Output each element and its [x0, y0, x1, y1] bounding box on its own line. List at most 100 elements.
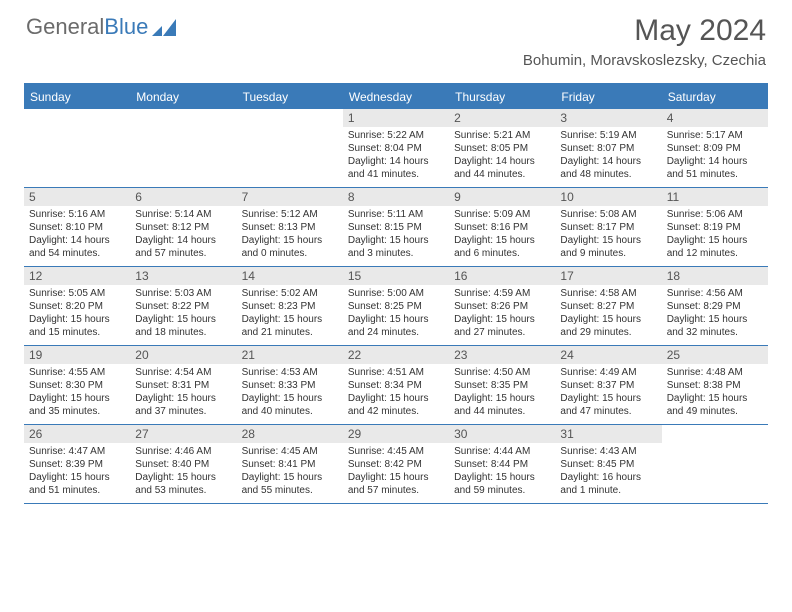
day-details: Sunrise: 5:17 AMSunset: 8:09 PMDaylight:…: [662, 129, 768, 185]
day-number: 20: [130, 346, 236, 364]
day-details: Sunrise: 5:21 AMSunset: 8:05 PMDaylight:…: [449, 129, 555, 185]
day-number: 11: [662, 188, 768, 206]
day-number: 3: [555, 109, 661, 127]
day-number: 6: [130, 188, 236, 206]
daylight-text: Daylight: 15 hours and 27 minutes.: [454, 313, 550, 339]
sunset-text: Sunset: 8:42 PM: [348, 458, 444, 471]
day-cell: 8Sunrise: 5:11 AMSunset: 8:15 PMDaylight…: [343, 188, 449, 266]
weekday-header: Monday: [130, 85, 236, 109]
day-number: 2: [449, 109, 555, 127]
calendar: SundayMondayTuesdayWednesdayThursdayFrid…: [24, 83, 768, 504]
day-details: Sunrise: 4:51 AMSunset: 8:34 PMDaylight:…: [343, 366, 449, 422]
day-cell: 17Sunrise: 4:58 AMSunset: 8:27 PMDayligh…: [555, 267, 661, 345]
day-number: 19: [24, 346, 130, 364]
day-cell: 10Sunrise: 5:08 AMSunset: 8:17 PMDayligh…: [555, 188, 661, 266]
day-cell: 9Sunrise: 5:09 AMSunset: 8:16 PMDaylight…: [449, 188, 555, 266]
day-cell: 24 Sunrise: 4:49 AMSunset: 8:37 PMDayligh…: [555, 346, 661, 424]
sunset-text: Sunset: 8:35 PM: [454, 379, 550, 392]
month-title: May 2024: [523, 14, 766, 48]
weekday-header: Sunday: [24, 85, 130, 109]
day-number: 9: [449, 188, 555, 206]
sunrise-text: Sunrise: 4:50 AM: [454, 366, 550, 379]
sunrise-text: Sunrise: 4:44 AM: [454, 445, 550, 458]
day-number: 5: [24, 188, 130, 206]
sunrise-text: Sunrise: 4:59 AM: [454, 287, 550, 300]
day-details: Sunrise: 4:50 AMSunset: 8:35 PMDaylight:…: [449, 366, 555, 422]
day-number: 14: [237, 267, 343, 285]
weekday-header: Saturday: [662, 85, 768, 109]
day-cell: 18Sunrise: 4:56 AMSunset: 8:29 PMDayligh…: [662, 267, 768, 345]
sunrise-text: Sunrise: 4:55 AM: [29, 366, 125, 379]
sunrise-text: Sunrise: 5:14 AM: [135, 208, 231, 221]
day-cell: 7Sunrise: 5:12 AMSunset: 8:13 PMDaylight…: [237, 188, 343, 266]
day-number: 31: [555, 425, 661, 443]
week-row: 26Sunrise: 4:47 AMSunset: 8:39 PMDayligh…: [24, 425, 768, 504]
logo-text-blue: Blue: [104, 14, 148, 40]
day-number: 10: [555, 188, 661, 206]
sunrise-text: Sunrise: 5:09 AM: [454, 208, 550, 221]
daylight-text: Daylight: 15 hours and 15 minutes.: [29, 313, 125, 339]
day-cell: [237, 109, 343, 187]
daylight-text: Daylight: 15 hours and 3 minutes.: [348, 234, 444, 260]
logo: GeneralBlue: [26, 14, 178, 40]
day-cell: 28 Sunrise: 4:45 AMSunset: 8:41 PMDayligh…: [237, 425, 343, 503]
sunset-text: Sunset: 8:04 PM: [348, 142, 444, 155]
week-row: 5Sunrise: 5:16 AMSunset: 8:10 PMDaylight…: [24, 188, 768, 267]
day-details: Sunrise: 4:45 AMSunset: 8:41 PMDaylight:…: [237, 445, 343, 501]
daylight-text: Daylight: 14 hours and 51 minutes.: [667, 155, 763, 181]
day-details: Sunrise: 4:56 AMSunset: 8:29 PMDaylight:…: [662, 287, 768, 343]
day-number: 27: [130, 425, 236, 443]
day-details: Sunrise: 5:19 AMSunset: 8:07 PMDaylight:…: [555, 129, 661, 185]
page-header: GeneralBlue May 2024 Bohumin, Moravskosl…: [0, 0, 792, 77]
location-text: Bohumin, Moravskoslezsky, Czechia: [523, 52, 766, 69]
day-number: 24: [555, 346, 661, 364]
weekday-header: Thursday: [449, 85, 555, 109]
sunset-text: Sunset: 8:37 PM: [560, 379, 656, 392]
day-details: Sunrise: 4:43 AMSunset: 8:45 PMDaylight:…: [555, 445, 661, 501]
day-number: 28: [237, 425, 343, 443]
daylight-text: Daylight: 15 hours and 55 minutes.: [242, 471, 338, 497]
day-number: 1: [343, 109, 449, 127]
day-cell: 15Sunrise: 5:00 AMSunset: 8:25 PMDayligh…: [343, 267, 449, 345]
sunrise-text: Sunrise: 5:00 AM: [348, 287, 444, 300]
daylight-text: Daylight: 15 hours and 0 minutes.: [242, 234, 338, 260]
day-cell: 12Sunrise: 5:05 AMSunset: 8:20 PMDayligh…: [24, 267, 130, 345]
sunrise-text: Sunrise: 5:06 AM: [667, 208, 763, 221]
sunset-text: Sunset: 8:31 PM: [135, 379, 231, 392]
day-cell: 31 Sunrise: 4:43 AMSunset: 8:45 PMDayligh…: [555, 425, 661, 503]
day-cell: 25Sunrise: 4:48 AMSunset: 8:38 PMDayligh…: [662, 346, 768, 424]
day-number: 13: [130, 267, 236, 285]
sunrise-text: Sunrise: 4:51 AM: [348, 366, 444, 379]
sunset-text: Sunset: 8:30 PM: [29, 379, 125, 392]
daylight-text: Daylight: 15 hours and 37 minutes.: [135, 392, 231, 418]
day-details: Sunrise: 4:54 AMSunset: 8:31 PMDaylight:…: [130, 366, 236, 422]
day-cell: 5Sunrise: 5:16 AMSunset: 8:10 PMDaylight…: [24, 188, 130, 266]
day-cell: 30Sunrise: 4:44 AMSunset: 8:44 PMDayligh…: [449, 425, 555, 503]
sunrise-text: Sunrise: 5:16 AM: [29, 208, 125, 221]
sunrise-text: Sunrise: 4:49 AM: [560, 366, 656, 379]
sunrise-text: Sunrise: 4:48 AM: [667, 366, 763, 379]
weekday-header: Friday: [555, 85, 661, 109]
sunrise-text: Sunrise: 4:46 AM: [135, 445, 231, 458]
day-number: 29: [343, 425, 449, 443]
daylight-text: Daylight: 15 hours and 57 minutes.: [348, 471, 444, 497]
sunrise-text: Sunrise: 5:21 AM: [454, 129, 550, 142]
day-details: Sunrise: 4:47 AMSunset: 8:39 PMDaylight:…: [24, 445, 130, 501]
week-row: 12Sunrise: 5:05 AMSunset: 8:20 PMDayligh…: [24, 267, 768, 346]
day-number: 17: [555, 267, 661, 285]
daylight-text: Daylight: 15 hours and 18 minutes.: [135, 313, 231, 339]
sunrise-text: Sunrise: 5:08 AM: [560, 208, 656, 221]
sunrise-text: Sunrise: 5:02 AM: [242, 287, 338, 300]
daylight-text: Daylight: 15 hours and 24 minutes.: [348, 313, 444, 339]
daylight-text: Daylight: 15 hours and 12 minutes.: [667, 234, 763, 260]
day-cell: 29Sunrise: 4:45 AMSunset: 8:42 PMDayligh…: [343, 425, 449, 503]
daylight-text: Daylight: 15 hours and 53 minutes.: [135, 471, 231, 497]
sunset-text: Sunset: 8:25 PM: [348, 300, 444, 313]
sunset-text: Sunset: 8:34 PM: [348, 379, 444, 392]
daylight-text: Daylight: 15 hours and 21 minutes.: [242, 313, 338, 339]
sunrise-text: Sunrise: 4:45 AM: [242, 445, 338, 458]
daylight-text: Daylight: 15 hours and 29 minutes.: [560, 313, 656, 339]
daylight-text: Daylight: 15 hours and 47 minutes.: [560, 392, 656, 418]
sunset-text: Sunset: 8:07 PM: [560, 142, 656, 155]
day-cell: 14Sunrise: 5:02 AMSunset: 8:23 PMDayligh…: [237, 267, 343, 345]
